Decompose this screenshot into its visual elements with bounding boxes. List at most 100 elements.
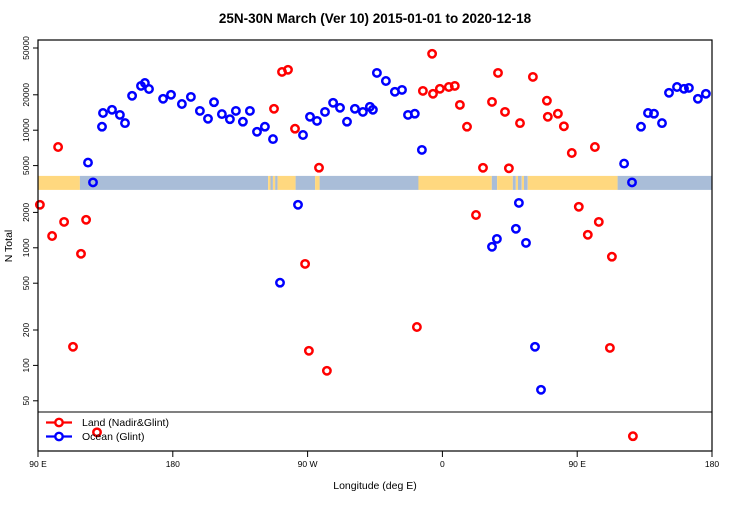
data-point (627, 431, 638, 442)
data-point (357, 106, 368, 117)
y-axis-title: N Total (3, 230, 15, 263)
data-point (380, 76, 391, 86)
data-point (59, 216, 70, 227)
data-point (349, 103, 360, 114)
data-point (434, 83, 445, 94)
data-point (290, 123, 300, 134)
data-point (649, 108, 659, 119)
data-point (305, 111, 315, 122)
data-point (300, 258, 311, 269)
data-point (454, 99, 465, 110)
band-segment-land (418, 175, 492, 190)
y-tick-label: 10000 (21, 118, 31, 142)
data-point (619, 158, 630, 169)
data-point (158, 93, 169, 104)
band-segment-land (521, 175, 524, 190)
data-point (589, 142, 600, 152)
legend: Land (Nadir&Glint) Ocean (Glint) (38, 411, 712, 443)
data-point (604, 342, 615, 353)
y-tick-label: 500 (21, 276, 31, 290)
data-point (88, 177, 98, 188)
data-point (643, 108, 653, 118)
data-point (679, 83, 689, 94)
data-point (293, 199, 303, 210)
y-tick-label: 200 (21, 323, 31, 337)
band-segment-land (497, 175, 513, 190)
data-point (107, 104, 117, 115)
data-point (527, 71, 538, 82)
data-point (203, 113, 213, 124)
data-point (606, 251, 617, 262)
data-point (328, 97, 339, 108)
data-point (558, 121, 569, 132)
data-point (144, 84, 154, 94)
data-point (47, 231, 58, 241)
data-point (573, 201, 584, 212)
data-point (462, 121, 472, 132)
data-point (275, 277, 285, 288)
chart-title: 25N-30N March (Ver 10) 2015-01-01 to 202… (219, 11, 532, 26)
data-point (536, 384, 546, 395)
legend-ocean-label: Ocean (Glint) (82, 431, 144, 443)
x-tick-label: 90 E (29, 459, 47, 469)
data-point (53, 142, 64, 152)
data-point (487, 96, 497, 107)
y-tick-label: 5000 (21, 156, 31, 175)
legend-land-circle-icon (54, 417, 64, 428)
data-point (427, 48, 438, 59)
data-point (252, 126, 262, 137)
data-point (259, 121, 270, 132)
data-point (513, 197, 524, 208)
data-point (664, 87, 674, 98)
data-point (114, 109, 125, 120)
x-axis-title: Longitude (deg E) (333, 480, 416, 492)
data-point (627, 177, 637, 188)
data-point (335, 102, 345, 113)
data-point (283, 64, 293, 75)
data-point (542, 111, 553, 122)
band-segment-land (272, 175, 276, 190)
data-point (683, 82, 694, 93)
band-segment-ocean (512, 175, 516, 190)
legend-land-label: Land (Nadir&Glint) (82, 417, 169, 429)
y-tick-label: 1000 (21, 238, 31, 257)
band-segment-land (38, 175, 80, 190)
data-point (224, 114, 235, 125)
data-point (185, 91, 196, 102)
band-segment-land (277, 175, 296, 190)
y-axis-ticks: 50000 20000 10000 5000 2000 1000 500 200 100 50 (21, 36, 38, 406)
data-point (541, 95, 552, 106)
x-axis-ticks: 90 E 180 90 W 0 90 E 180 (29, 451, 719, 469)
data-point (176, 99, 187, 109)
data-point (230, 105, 241, 116)
data-point (700, 88, 711, 99)
data-point (411, 322, 422, 332)
data-point (491, 233, 502, 244)
data-point (312, 115, 322, 126)
land-ocean-band (38, 175, 712, 190)
data-point (34, 199, 45, 210)
data-point (593, 216, 604, 227)
data-point (692, 93, 703, 104)
band-segment-ocean (295, 175, 316, 190)
data-point (97, 121, 107, 132)
data-point (582, 229, 593, 240)
data-point (268, 134, 278, 145)
y-tick-label: 50000 (21, 36, 31, 60)
data-point (320, 106, 330, 117)
data-point (521, 237, 531, 248)
data-point (367, 104, 378, 115)
data-point (244, 105, 255, 116)
x-tick-label: 0 (440, 459, 445, 469)
data-point (216, 109, 227, 120)
data-point (321, 365, 332, 376)
x-tick-label: 90 E (568, 459, 586, 469)
data-point (478, 162, 488, 173)
data-point (371, 67, 382, 78)
plot-border (37, 39, 713, 452)
data-point (566, 148, 577, 158)
data-point (471, 210, 481, 220)
data-point (194, 105, 205, 116)
